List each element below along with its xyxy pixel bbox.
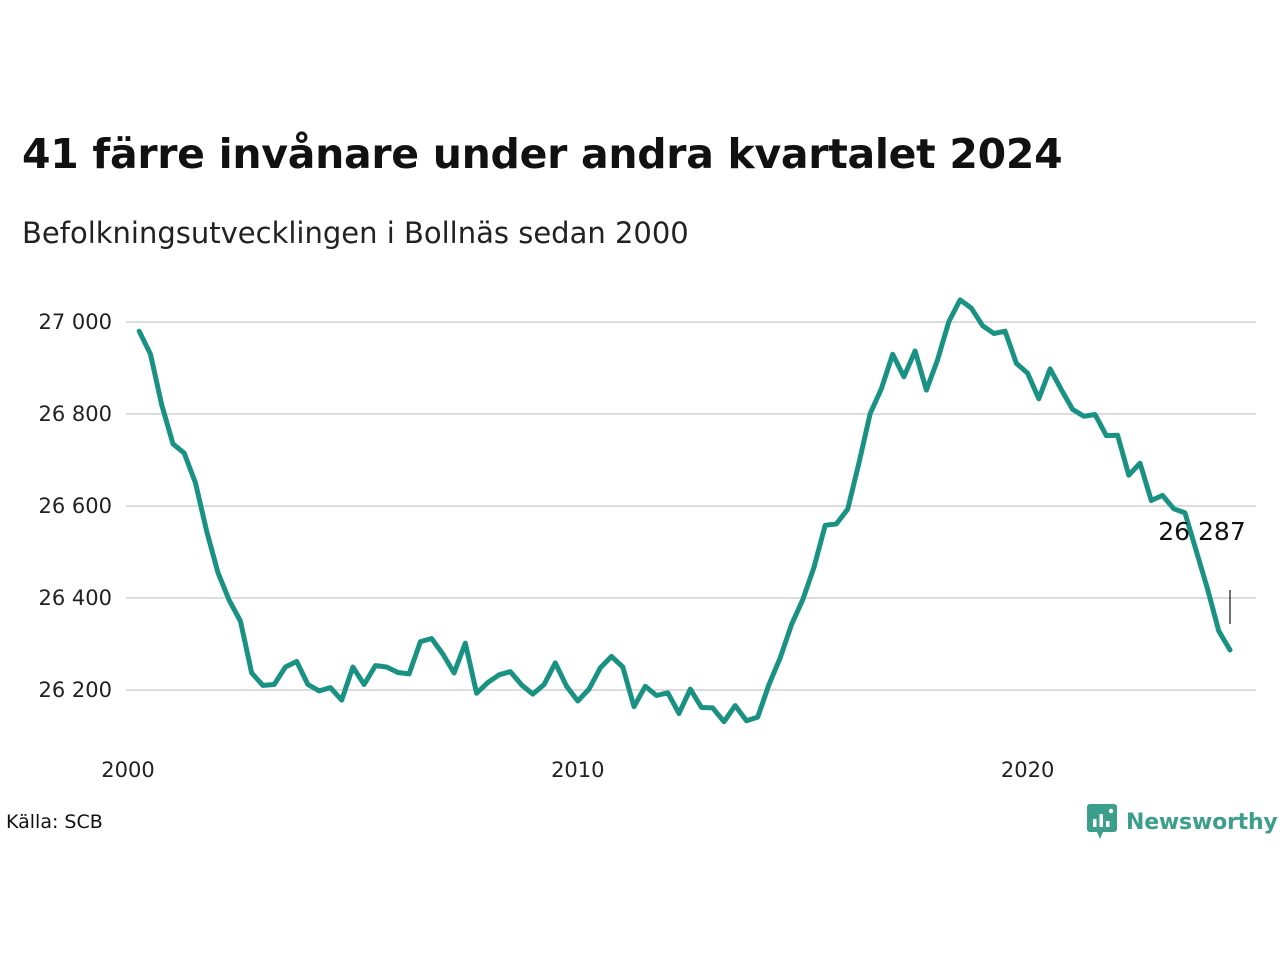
brand-name: Newsworthy	[1126, 809, 1278, 835]
annotation-last-value: 26 287	[1158, 517, 1245, 546]
y-tick-label: 26 800	[39, 402, 112, 426]
chart-title: 41 färre invånare under andra kvartalet …	[22, 130, 1063, 178]
chart-subtitle: Befolkningsutvecklingen i Bollnäs sedan …	[22, 216, 689, 250]
y-tick-label: 26 200	[39, 678, 112, 702]
gridlines	[126, 321, 1256, 691]
y-axis-tick-labels: 27 000 26 800 26 600 26 400 26 200	[39, 310, 112, 702]
x-tick-label: 2010	[551, 758, 604, 782]
brand-logo: Newsworthy	[1087, 804, 1278, 840]
x-axis-tick-labels: 2000 2010 2020	[101, 758, 1054, 782]
x-tick-label: 2020	[1001, 758, 1054, 782]
x-tick-label: 2000	[101, 758, 154, 782]
y-tick-label: 26 400	[39, 586, 112, 610]
y-tick-label: 26 600	[39, 494, 112, 518]
chart-bubble-icon	[1087, 804, 1117, 839]
source-note: Källa: SCB	[6, 811, 103, 833]
y-tick-label: 27 000	[39, 310, 112, 334]
series-line-population	[136, 297, 1233, 725]
